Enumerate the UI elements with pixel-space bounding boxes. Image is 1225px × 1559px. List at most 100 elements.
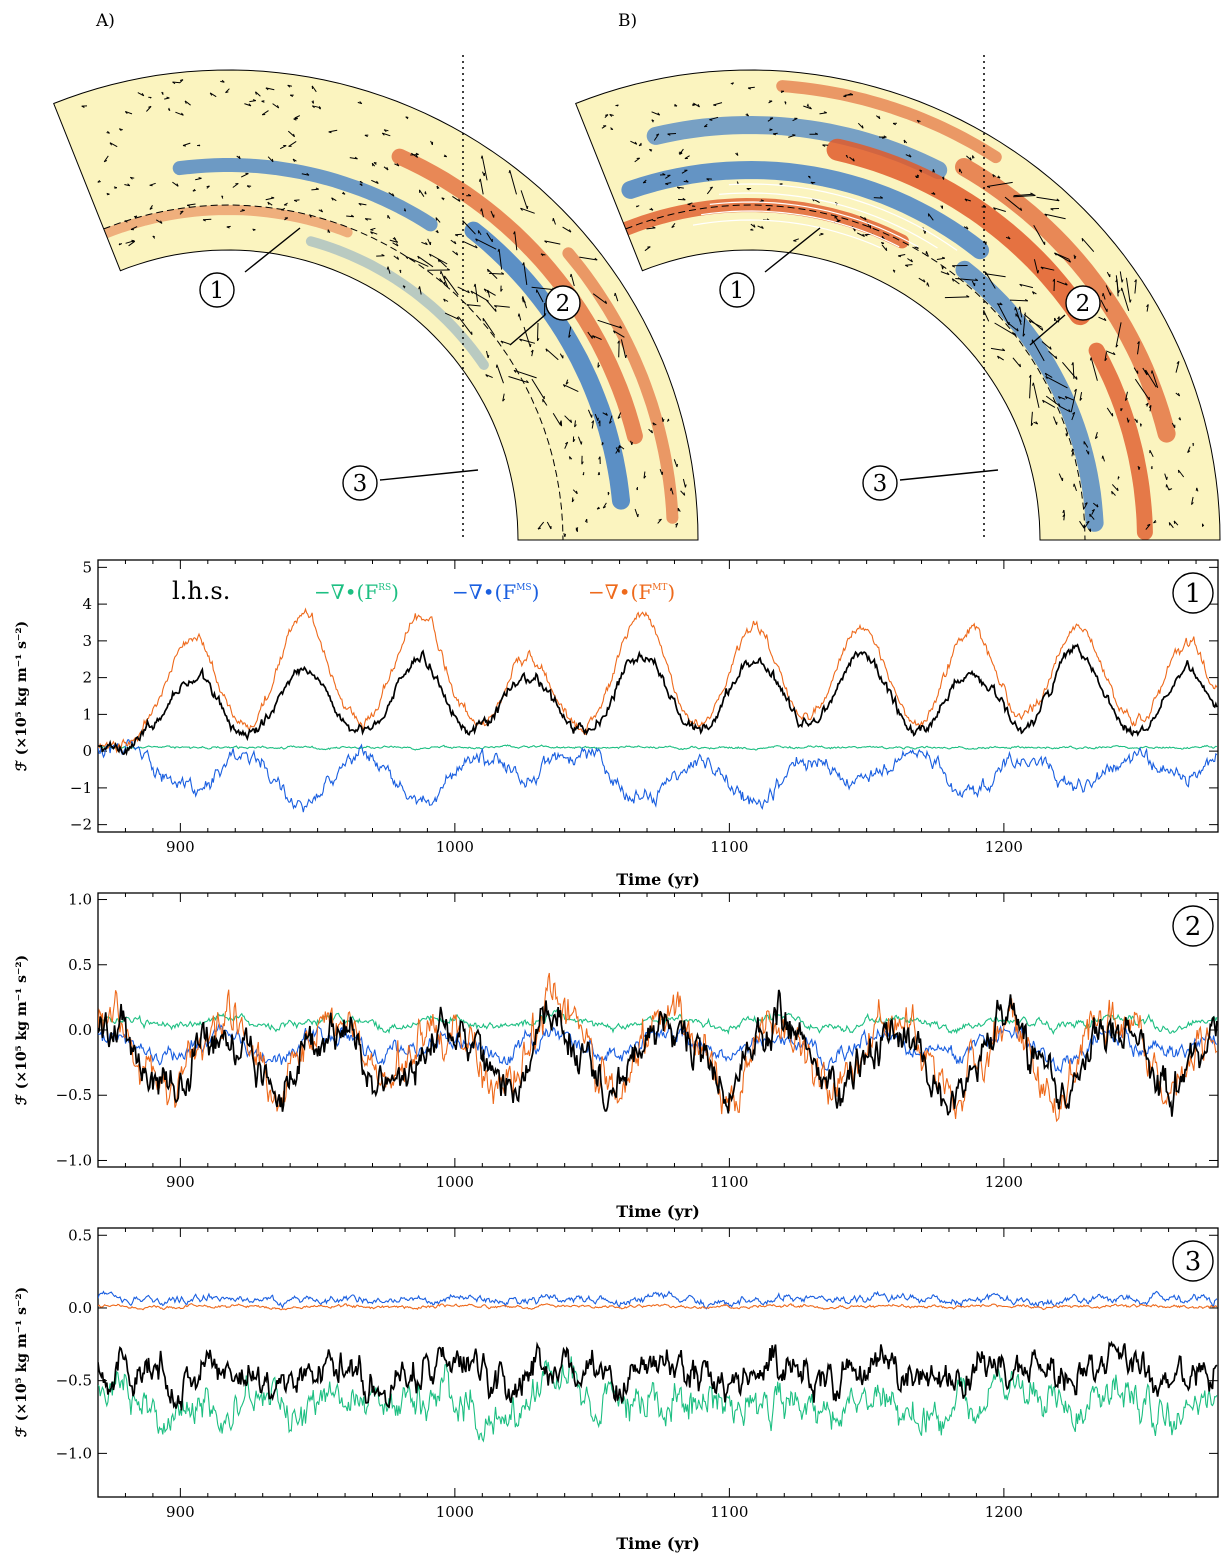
marker-leader: [764, 227, 821, 273]
arrow-head: [568, 229, 572, 233]
velocity-arrow: [417, 255, 434, 268]
velocity-arrow: [498, 248, 503, 270]
arrow-head: [568, 456, 571, 460]
arrow-head: [485, 374, 488, 378]
velocity-arrow: [1033, 225, 1046, 246]
arrow-head: [475, 238, 478, 242]
x-tick-label: 1100: [710, 1173, 748, 1191]
velocity-arrow: [952, 278, 960, 285]
arrow-head: [456, 316, 460, 320]
velocity-arrow: [474, 283, 479, 303]
velocity-arrow: [182, 142, 191, 146]
arrow-head: [1086, 520, 1090, 524]
arrow-head: [129, 176, 133, 180]
arrow-head: [1151, 370, 1153, 374]
arrow-head: [617, 340, 620, 344]
y-tick-label: 0.5: [68, 1226, 92, 1244]
arrow-head: [474, 245, 478, 249]
arrow-head: [405, 256, 409, 260]
arrow-head: [651, 430, 653, 434]
arrow-head: [287, 84, 291, 88]
velocity-arrow: [486, 350, 489, 359]
velocity-arrow: [1083, 441, 1089, 448]
panel-marker-number: 2: [1185, 912, 1202, 942]
panel-marker-circle: [1172, 1240, 1214, 1282]
arrow-head: [1129, 299, 1132, 303]
velocity-arrow: [1145, 369, 1157, 388]
arrow-head: [437, 259, 440, 263]
arrow-head: [1102, 293, 1104, 297]
arrow-head: [908, 154, 912, 158]
marker-leader: [899, 469, 999, 481]
arrow-head: [601, 442, 604, 446]
arrow-head: [271, 158, 274, 162]
arrow-head: [552, 218, 554, 222]
velocity-arrow: [1070, 388, 1077, 413]
velocity-arrow: [172, 181, 179, 187]
arrow-head: [1068, 259, 1072, 263]
wedge-field: [53, 70, 698, 540]
velocity-arrow: [444, 275, 459, 296]
arrow-head: [916, 119, 920, 123]
velocity-arrow: [1044, 213, 1066, 220]
x-tick-label: 1000: [436, 1173, 474, 1191]
velocity-arrow: [500, 340, 511, 345]
arrow-head: [381, 132, 385, 136]
wedge-panels: A) 1 2 3 B) 1 2 3: [53, 11, 1221, 541]
arrow-head: [1074, 388, 1077, 392]
x-tick-label: 900: [166, 1503, 195, 1521]
arrow-head: [617, 445, 621, 449]
arrow-head: [837, 219, 841, 222]
velocity-arrow: [488, 272, 504, 275]
arrow-head: [386, 167, 389, 171]
velocity-arrow: [494, 305, 510, 308]
arrow-head: [793, 240, 797, 242]
velocity-arrow: [1009, 299, 1028, 302]
velocity-arrow: [617, 412, 622, 419]
velocity-arrow: [301, 173, 310, 176]
marker-number: 2: [556, 291, 571, 317]
velocity-arrow: [927, 213, 934, 221]
arrow-head: [682, 197, 686, 201]
field-band: [305, 236, 489, 370]
arrow-head: [1081, 238, 1084, 242]
velocity-arrow: [592, 293, 607, 305]
wedge-outline: [575, 69, 1221, 541]
velocity-arrow: [1048, 350, 1058, 360]
velocity-arrow: [873, 197, 883, 199]
arrow-head: [572, 439, 576, 443]
y-tick-label: 1: [82, 705, 92, 723]
velocity-arrow: [410, 154, 419, 156]
velocity-arrow: [1030, 411, 1033, 426]
series-line-mt: [98, 1302, 1218, 1311]
arrow-head: [1037, 270, 1040, 274]
arrow-head: [1153, 521, 1157, 524]
marker-circle: [719, 272, 755, 308]
arrow-head: [221, 79, 225, 83]
velocity-arrow: [125, 111, 133, 115]
velocity-arrow: [898, 254, 906, 257]
marker-circle: [862, 465, 898, 501]
arrow-head: [428, 253, 432, 257]
velocity-arrow: [757, 225, 764, 229]
velocity-arrow: [1111, 484, 1119, 492]
arrow-head: [359, 183, 363, 187]
arrow-head: [898, 255, 902, 258]
arrow-head: [508, 170, 511, 174]
arrow-head: [1145, 402, 1149, 406]
arrow-head: [1177, 393, 1181, 397]
velocity-arrow: [630, 140, 638, 145]
arrow-head: [513, 231, 516, 235]
velocity-arrow: [514, 231, 518, 251]
arrow-head: [1002, 348, 1006, 351]
arrow-head: [667, 418, 669, 422]
velocity-arrow: [597, 319, 622, 329]
arrow-head: [486, 289, 489, 293]
arrow-head: [772, 133, 777, 136]
arrow-head: [537, 527, 541, 530]
field-line: [719, 192, 938, 249]
arrow-head: [106, 192, 110, 195]
arrow-head: [662, 418, 665, 422]
velocity-arrow: [1105, 285, 1112, 296]
arrow-head: [652, 422, 655, 426]
